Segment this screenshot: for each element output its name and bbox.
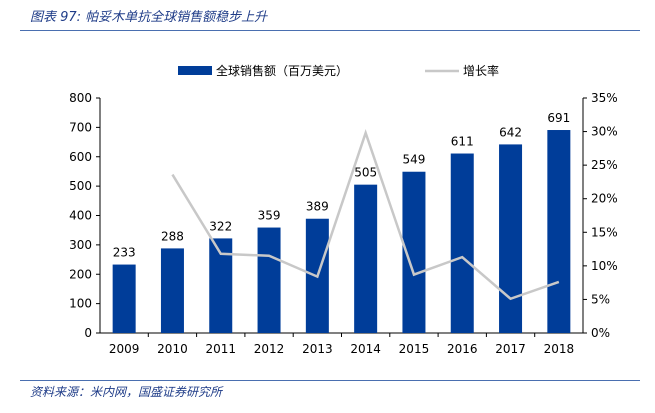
bar-value-label: 549 [402,153,425,167]
x-tick-label: 2009 [109,342,140,356]
y2-tick-label: 35% [591,91,618,105]
y-tick-label: 400 [69,209,92,223]
x-tick-label: 2015 [399,342,430,356]
y2-tick-label: 20% [591,192,618,206]
bar-value-label: 642 [499,125,522,139]
y-tick-label: 100 [69,297,92,311]
y2-tick-label: 10% [591,259,618,273]
y2-tick-label: 0% [591,326,610,340]
bar-2010 [160,248,184,333]
bar-2018 [547,130,571,333]
y-tick-label: 300 [69,238,92,252]
bar-value-label: 691 [547,111,570,125]
bar-value-label: 288 [161,229,184,243]
x-tick-label: 2014 [350,342,381,356]
bar-value-label: 611 [451,135,474,149]
bar-2011 [209,238,233,333]
title-divider [20,30,640,31]
bar-value-label: 322 [209,219,232,233]
x-tick-label: 2017 [495,342,526,356]
x-tick-label: 2012 [254,342,285,356]
x-tick-label: 2011 [205,342,236,356]
y2-tick-label: 25% [591,158,618,172]
bar-2017 [499,144,523,333]
legend-label-growth: 增长率 [463,63,499,78]
y2-tick-label: 5% [591,292,610,306]
y-tick-label: 600 [69,150,92,164]
legend-swatch-sales [178,66,212,75]
y2-tick-label: 15% [591,225,618,239]
bar-2016 [450,153,474,333]
growth-rate-line [171,129,560,301]
bar-2015 [402,171,426,333]
x-tick-label: 2018 [544,342,575,356]
bar-value-label: 505 [354,166,377,180]
y2-tick-label: 30% [591,125,618,139]
y-tick-label: 700 [69,120,92,134]
legend-label-sales: 全球销售额（百万美元） [216,63,348,78]
y-tick-label: 800 [69,91,92,105]
x-tick-label: 2016 [447,342,478,356]
y-tick-label: 0 [84,326,92,340]
source-note: 资料来源：米内网，国盛证券研究所 [30,385,223,399]
bar-2012 [257,227,281,333]
y-tick-label: 200 [69,267,92,281]
footer-divider [20,380,640,381]
bar-value-label: 359 [258,209,281,223]
bar-2009 [112,264,136,333]
bar-value-label: 389 [306,200,329,214]
y-tick-label: 500 [69,179,92,193]
bar-2014 [354,184,378,333]
x-tick-label: 2010 [157,342,188,356]
bar-value-label: 233 [113,246,136,260]
chart-title: 图表 97: 帕妥木单抗全球销售额稳步上升 [30,10,268,25]
x-tick-label: 2013 [302,342,333,356]
